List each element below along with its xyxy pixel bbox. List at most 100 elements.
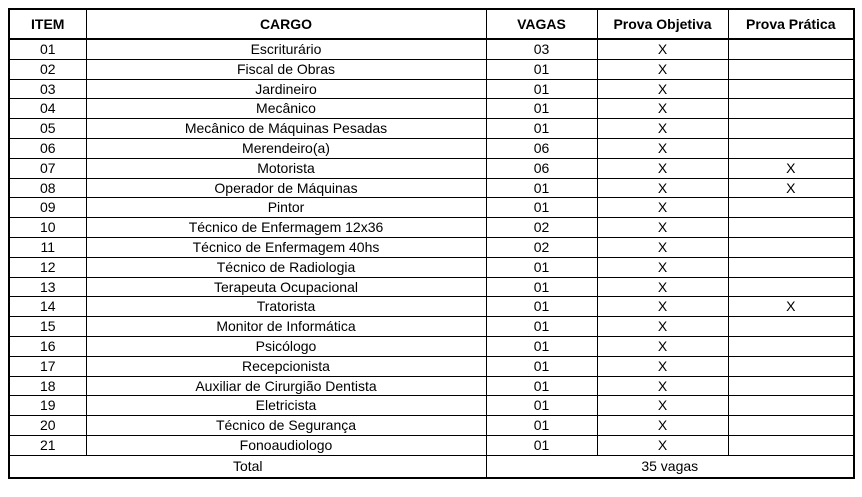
cell-item: 05 [8, 118, 87, 139]
cell-pratica [727, 217, 855, 238]
table-row: 14 Tratorista 01 X X [8, 296, 855, 318]
cell-item: 14 [8, 296, 87, 318]
table-row: 06 Merendeiro(a) 06 X [8, 137, 855, 159]
col-header-prova-pratica: Prova Prática [727, 8, 855, 40]
cell-objetiva: X [596, 197, 729, 219]
cell-vagas: 01 [485, 78, 598, 100]
cell-item: 09 [8, 197, 87, 219]
total-row: Total 35 vagas [8, 454, 855, 479]
table-row: 02 Fiscal de Obras 01 X [8, 58, 855, 80]
cell-vagas: 03 [485, 38, 598, 60]
table-row: 07 Motorista 06 X X [8, 157, 855, 179]
total-value-cell: 35 vagas [485, 454, 855, 479]
cell-item: 08 [8, 177, 87, 199]
header-row: ITEM CARGO VAGAS Prova Objetiva Prova Pr… [8, 8, 855, 40]
cell-vagas: 01 [485, 58, 598, 80]
cell-cargo: Motorista [85, 157, 487, 179]
vacancies-table: ITEM CARGO VAGAS Prova Objetiva Prova Pr… [8, 8, 855, 479]
cell-objetiva: X [596, 316, 729, 337]
cell-objetiva: X [596, 375, 729, 397]
cell-item: 12 [8, 256, 87, 278]
cell-cargo: Merendeiro(a) [85, 137, 487, 159]
cell-pratica [727, 316, 855, 337]
cell-cargo: Técnico de Segurança [85, 415, 487, 436]
cell-objetiva: X [596, 434, 729, 456]
cell-item: 18 [8, 375, 87, 397]
table-row: 01 Escriturário 03 X [8, 38, 855, 60]
table-row: 05 Mecânico de Máquinas Pesadas 01 X [8, 118, 855, 139]
table-body: 01 Escriturário 03 X 02 Fiscal de Obras 01 X 03 J… [8, 38, 855, 456]
cell-pratica [727, 335, 855, 357]
col-header-prova-objetiva: Prova Objetiva [596, 8, 729, 40]
cell-item: 13 [8, 276, 87, 298]
table-row: 21 Fonoaudiologo 01 X [8, 434, 855, 456]
cell-item: 17 [8, 355, 87, 377]
table-row: 10 Técnico de Enfermagem 12x36 02 X [8, 217, 855, 238]
cell-cargo: Auxiliar de Cirurgião Dentista [85, 375, 487, 397]
cell-pratica [727, 197, 855, 219]
cell-vagas: 01 [485, 395, 598, 417]
table-row: 19 Eletricista 01 X [8, 395, 855, 417]
cell-vagas: 01 [485, 177, 598, 199]
cell-objetiva: X [596, 335, 729, 357]
cell-vagas: 01 [485, 434, 598, 456]
cell-vagas: 01 [485, 316, 598, 337]
cell-item: 19 [8, 395, 87, 417]
table-row: 08 Operador de Máquinas 01 X X [8, 177, 855, 199]
cell-objetiva: X [596, 355, 729, 377]
cell-vagas: 01 [485, 197, 598, 219]
cell-item: 10 [8, 217, 87, 238]
cell-objetiva: X [596, 78, 729, 100]
cell-cargo: Operador de Máquinas [85, 177, 487, 199]
cell-cargo: Eletricista [85, 395, 487, 417]
cell-cargo: Recepcionista [85, 355, 487, 377]
cell-item: 07 [8, 157, 87, 179]
cell-vagas: 01 [485, 256, 598, 278]
cell-vagas: 01 [485, 375, 598, 397]
cell-pratica [727, 236, 855, 258]
cell-vagas: 01 [485, 98, 598, 120]
total-label-cell: Total [8, 454, 487, 479]
cell-objetiva: X [596, 256, 729, 278]
cell-item: 03 [8, 78, 87, 100]
cell-pratica [727, 276, 855, 298]
cell-pratica [727, 78, 855, 100]
cell-cargo: Monitor de Informática [85, 316, 487, 337]
cell-pratica [727, 118, 855, 139]
cell-pratica [727, 58, 855, 80]
cell-vagas: 01 [485, 415, 598, 436]
cell-vagas: 06 [485, 137, 598, 159]
table-row: 03 Jardineiro 01 X [8, 78, 855, 100]
cell-vagas: 01 [485, 118, 598, 139]
cell-objetiva: X [596, 98, 729, 120]
col-header-cargo: CARGO [85, 8, 487, 40]
cell-cargo: Fiscal de Obras [85, 58, 487, 80]
cell-cargo: Técnico de Enfermagem 12x36 [85, 217, 487, 238]
cell-cargo: Pintor [85, 197, 487, 219]
cell-item: 04 [8, 98, 87, 120]
col-header-item: ITEM [8, 8, 87, 40]
cell-cargo: Psicólogo [85, 335, 487, 357]
cell-item: 21 [8, 434, 87, 456]
table-row: 20 Técnico de Segurança 01 X [8, 415, 855, 436]
cell-pratica [727, 434, 855, 456]
cell-item: 15 [8, 316, 87, 337]
cell-pratica [727, 137, 855, 159]
cell-pratica: X [727, 296, 855, 318]
cell-item: 11 [8, 236, 87, 258]
cell-vagas: 01 [485, 276, 598, 298]
cell-objetiva: X [596, 217, 729, 238]
cell-item: 20 [8, 415, 87, 436]
cell-objetiva: X [596, 58, 729, 80]
cell-item: 06 [8, 137, 87, 159]
cell-pratica [727, 256, 855, 278]
document-page: ITEM CARGO VAGAS Prova Objetiva Prova Pr… [8, 8, 855, 479]
cell-objetiva: X [596, 118, 729, 139]
cell-cargo: Jardineiro [85, 78, 487, 100]
cell-pratica [727, 38, 855, 60]
cell-pratica: X [727, 177, 855, 199]
cell-objetiva: X [596, 137, 729, 159]
cell-item: 16 [8, 335, 87, 357]
cell-objetiva: X [596, 177, 729, 199]
cell-cargo: Técnico de Radiologia [85, 256, 487, 278]
